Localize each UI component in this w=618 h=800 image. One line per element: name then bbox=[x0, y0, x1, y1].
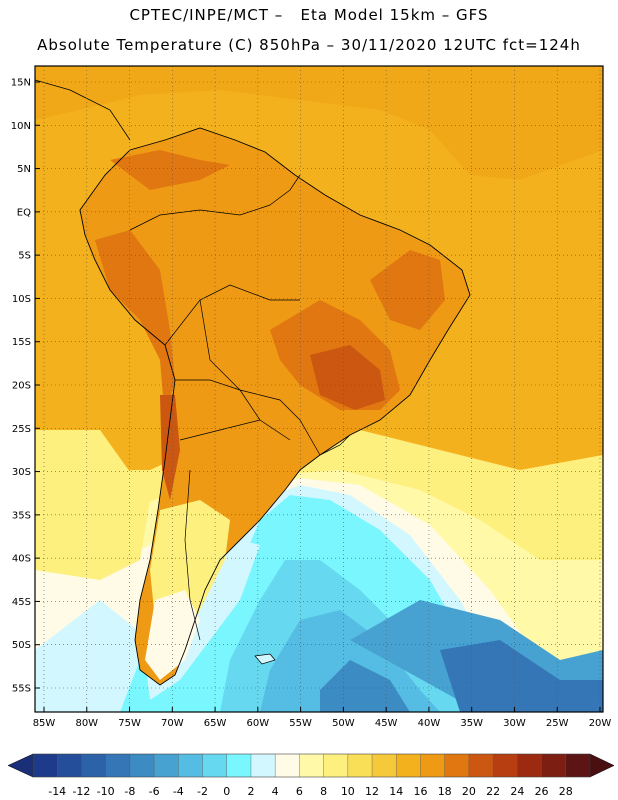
latitude-label: 35S bbox=[12, 510, 31, 521]
colorbar-label: 0 bbox=[223, 785, 230, 798]
colorbar-label: 24 bbox=[510, 785, 524, 798]
colorbar-swatch bbox=[105, 754, 131, 777]
colorbar-label: 4 bbox=[272, 785, 279, 798]
graticule bbox=[35, 66, 603, 712]
colorbar-swatch bbox=[541, 754, 567, 777]
coastline bbox=[79, 127, 471, 686]
colorbar-swatch bbox=[493, 754, 518, 777]
colorbar-extend-right bbox=[589, 753, 615, 778]
colorbar-label: 6 bbox=[296, 785, 303, 798]
colorbar-outline bbox=[32, 753, 591, 778]
latitude-label: 25S bbox=[12, 424, 31, 435]
colorbar-label: 12 bbox=[365, 785, 379, 798]
falkland-islands bbox=[254, 653, 276, 665]
longitude-label: 60W bbox=[247, 718, 270, 729]
colorbar-labels: -14 -12 -10 -8 -6 -4 -2 0 2 4 6 8 10 12 14 16 18 20 22 24 26… bbox=[48, 785, 573, 798]
latitude-label: 10N bbox=[11, 121, 31, 132]
longitude-label: 70W bbox=[161, 718, 184, 729]
colorbar-label: 2 bbox=[247, 785, 254, 798]
colorbar-label: 10 bbox=[341, 785, 355, 798]
temperature-field bbox=[35, 66, 603, 712]
longitude-label: 40W bbox=[418, 718, 441, 729]
latitude-label: 10S bbox=[12, 294, 31, 305]
colorbar-swatch bbox=[275, 754, 300, 777]
colorbar-swatch bbox=[81, 754, 106, 777]
central-hot bbox=[310, 345, 385, 410]
latitude-label: 5S bbox=[18, 251, 31, 262]
colorbar-label: -6 bbox=[149, 785, 160, 798]
map-title-line2: Absolute Temperature (C) 850hPa – 30/11/… bbox=[37, 36, 581, 54]
colorbar-swatch bbox=[517, 754, 542, 777]
field-west-pacific bbox=[35, 430, 150, 580]
colorbar-label: -14 bbox=[48, 785, 66, 798]
colorbar-label: 28 bbox=[559, 785, 573, 798]
colorbar-swatch bbox=[202, 754, 228, 777]
colorbar-label: 8 bbox=[320, 785, 327, 798]
colorbar-label: -2 bbox=[197, 785, 208, 798]
north-warm bbox=[110, 150, 230, 190]
andes-warm bbox=[95, 230, 175, 420]
colorbar-extend-left bbox=[7, 753, 34, 778]
field-north-ocean bbox=[35, 66, 603, 180]
longitude-label: 65W bbox=[204, 718, 227, 729]
colorbar-label: 26 bbox=[535, 785, 549, 798]
latitude-label: 5N bbox=[17, 164, 31, 175]
map-title-line1: CPTEC/INPE/MCT – Eta Model 15km – GFS bbox=[129, 6, 489, 24]
temperature-colorbar bbox=[7, 753, 615, 778]
colorbar-swatch bbox=[178, 754, 203, 777]
colorbar-swatch bbox=[250, 754, 276, 777]
colorbar-swatch bbox=[129, 754, 155, 777]
colorbar-label: 16 bbox=[413, 785, 427, 798]
colorbar-swatch bbox=[226, 754, 252, 777]
colorbar-label: -8 bbox=[124, 785, 135, 798]
andes-hot bbox=[160, 395, 180, 500]
colorbar-swatch bbox=[420, 754, 445, 777]
longitude-labels: 85W 80W 75W 70W 65W 60W 55W 50W 45W 40W 35W 30W 25W 2… bbox=[33, 718, 612, 729]
colorbar-label: -4 bbox=[173, 785, 184, 798]
longitude-label: 30W bbox=[503, 718, 526, 729]
colorbar-swatch bbox=[347, 754, 373, 777]
country-borders bbox=[129, 174, 351, 641]
colorbar-swatch bbox=[323, 754, 349, 777]
longitude-label: 55W bbox=[289, 718, 312, 729]
colorbar-swatch bbox=[372, 754, 397, 777]
colorbar-label: 18 bbox=[438, 785, 452, 798]
colorbar-swatch bbox=[154, 754, 179, 777]
northeast-warm bbox=[370, 250, 445, 330]
latitude-label: 30S bbox=[12, 467, 31, 478]
latitude-label: 15N bbox=[11, 78, 31, 89]
colorbar-label: -12 bbox=[72, 785, 90, 798]
colorbar-swatch bbox=[299, 754, 324, 777]
latitude-label: 50S bbox=[12, 640, 31, 651]
colorbar-label: -10 bbox=[97, 785, 115, 798]
latitude-label: EQ bbox=[17, 207, 31, 218]
field-deep-blue bbox=[320, 660, 410, 712]
latitude-label: 55S bbox=[12, 684, 31, 695]
colorbar-label: 14 bbox=[389, 785, 403, 798]
colorbar-swatch bbox=[33, 754, 58, 777]
longitude-label: 75W bbox=[118, 718, 141, 729]
latitude-label: 15S bbox=[12, 337, 31, 348]
colorbar-swatch bbox=[396, 754, 421, 777]
latitude-labels: 15N 10N 5N EQ 5S 10S 15S 20S 25S 30S 35S 40S 45S 50S 5… bbox=[11, 78, 31, 695]
latitude-label: 40S bbox=[12, 554, 31, 565]
colorbar-swatch bbox=[468, 754, 494, 777]
longitude-label: 85W bbox=[33, 718, 56, 729]
field-darker-blue bbox=[440, 640, 603, 712]
longitude-label: 50W bbox=[332, 718, 355, 729]
colorbar-swatch bbox=[565, 754, 591, 777]
colorbar-swatch bbox=[57, 754, 82, 777]
longitude-label: 35W bbox=[460, 718, 483, 729]
colorbar-label: 22 bbox=[486, 785, 500, 798]
longitude-label: 45W bbox=[375, 718, 398, 729]
latitude-label: 20S bbox=[12, 381, 31, 392]
latitude-label: 45S bbox=[12, 597, 31, 608]
map-frame bbox=[34, 65, 604, 713]
colorbar-label: 20 bbox=[462, 785, 476, 798]
colorbar-swatch bbox=[444, 754, 470, 777]
longitude-label: 20W bbox=[589, 718, 612, 729]
longitude-label: 25W bbox=[546, 718, 569, 729]
longitude-label: 80W bbox=[75, 718, 98, 729]
